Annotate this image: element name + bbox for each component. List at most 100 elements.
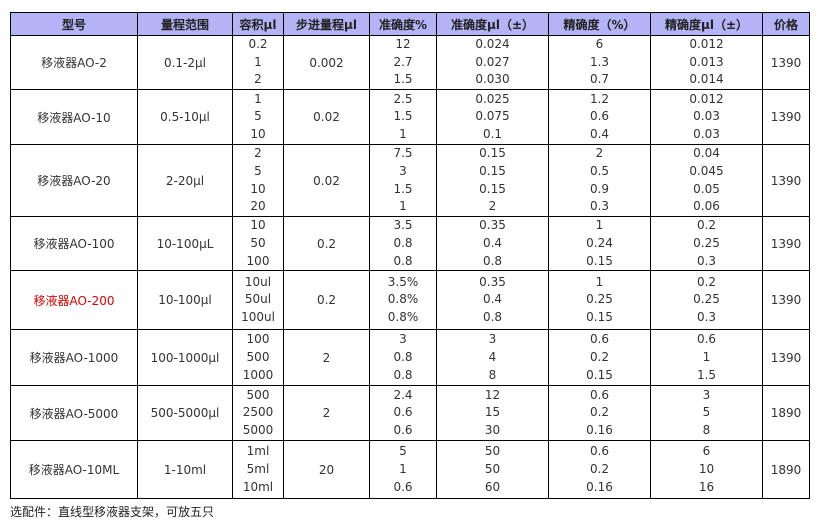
cell-value: 0.2 [589,349,610,364]
cell-value: 0.2 [248,37,268,51]
cell-value: 0.4 [482,235,503,250]
cell-value: 1.2 [589,91,610,106]
cell-value: 0.014 [689,72,724,87]
cell-value: 3 [488,332,497,347]
cell-step: 0.2 [283,216,370,272]
cell-value: 0.6 [393,405,413,420]
cell-value: 0.075 [475,109,510,124]
cell-range: 0.1-2μl [137,34,233,91]
cell-value: 1000 [242,367,274,382]
cell-value: 3.5 [393,218,413,233]
cell-acc-ul: 0.15 0.15 0.15 2 [436,144,549,218]
cell-value: 4 [488,349,497,364]
cell-model: 移液器AO-200 [10,270,138,331]
cell-value: 2.4 [393,387,413,402]
cell-value: 12 [484,387,501,402]
cell-value: 0.9 [589,181,610,196]
cell-value: 0.027 [475,54,510,69]
cell-value: 8 [702,423,711,438]
cell-value: 6 [702,444,711,459]
cell-value: 0.2 [696,274,717,289]
cell-value: 3 [399,332,407,347]
cell-acc-pct: 3.5 0.8 0.8 [369,216,437,272]
cell-prec-ul: 3 5 8 [650,385,763,442]
cell-value: 2.5 [393,91,413,106]
cell-prec-pct: 0.6 0.2 0.16 [548,385,651,442]
cell-value: 0.15 [479,181,506,196]
table-row: 移液器AO-1000 100-1000μl 100 500 1000 2 3 0.8 0.8 3 4… [10,329,810,387]
cell-value: 30 [484,423,501,438]
cell-value: 0.2 [589,461,610,476]
cell-prec-pct: 6 1.3 0.7 [548,34,651,91]
cell-value: 1 [399,126,407,141]
cell-value: 0.35 [479,218,506,233]
cell-volume: 1 5 10 [232,89,284,146]
cell-price: 1390 [762,89,810,146]
cell-value: 0.3 [696,253,717,268]
cell-value: 0.25 [693,292,720,307]
cell-value: 1 [595,218,604,233]
cell-step: 0.02 [283,89,370,146]
cell-value: 0.8 [393,235,413,250]
cell-prec-ul: 0.04 0.045 0.05 0.06 [650,144,763,218]
cell-value: 0.6 [393,423,413,438]
table-row: 移液器AO-5000 500-5000μl 500 2500 5000 2 2.4 0.6 0.… [10,385,810,442]
cell-step: 0.2 [283,270,370,331]
cell-value: 10 [250,126,266,141]
cell-acc-ul: 0.024 0.027 0.030 [436,34,549,91]
cell-prec-pct: 2 0.5 0.9 0.3 [548,144,651,218]
cell-acc-ul: 0.35 0.4 0.8 [436,216,549,272]
cell-value: 0.6 [589,109,610,124]
cell-value: 20 [250,199,266,214]
cell-value: 0.012 [689,37,724,51]
cell-prec-pct: 0.6 0.2 0.16 [548,440,651,500]
cell-value: 0.5 [589,163,610,178]
cell-volume: 500 2500 5000 [232,385,284,442]
cell-price: 1390 [762,144,810,218]
cell-value: 1 [399,199,407,214]
cell-value: 100 [246,332,270,347]
cell-acc-ul: 12 15 30 [436,385,549,442]
cell-value: 50ul [244,292,272,307]
column-header: 精确度μl（±） [650,12,763,36]
cell-step: 0.02 [283,144,370,218]
cell-value: 1 [254,91,262,106]
cell-value: 0.4 [482,292,503,307]
cell-prec-pct: 0.6 0.2 0.15 [548,329,651,387]
cell-value: 10ul [244,274,272,289]
cell-prec-ul: 0.012 0.03 0.03 [650,89,763,146]
cell-range: 1-10ml [137,440,233,500]
cell-value: 10 [250,181,266,196]
table-row: 移液器AO-2 0.1-2μl 0.2 1 2 0.002 12 2.7 1.5 0.024 0.0… [10,34,810,91]
cell-value: 0.8% [387,292,419,307]
cell-value: 0.25 [586,292,613,307]
cell-value: 3 [399,163,407,178]
cell-value: 50 [484,461,501,476]
cell-value: 0.8 [482,310,503,325]
cell-model: 移液器AO-10 [10,89,138,146]
cell-value: 100ul [241,310,275,325]
cell-value: 1.5 [696,367,717,382]
cell-value: 0.16 [586,423,613,438]
cell-model: 移液器AO-100 [10,216,138,272]
cell-price: 1390 [762,34,810,91]
cell-value: 0.24 [586,235,613,250]
cell-value: 60 [484,479,501,494]
cell-value: 0.8 [482,253,503,268]
cell-value: 0.8 [393,367,413,382]
cell-value: 0.15 [586,367,613,382]
cell-model: 移液器AO-20 [10,144,138,218]
cell-value: 2500 [242,405,274,420]
pipette-spec-table: 型号 量程范围 容积μl 步进量程μl 准确度% 准确度μl（±） 精确度（%） 精确度μl（… [10,12,810,500]
cell-value: 0.15 [479,146,506,161]
cell-price: 1390 [762,216,810,272]
cell-value: 5 [254,109,262,124]
cell-value: 0.35 [479,274,506,289]
cell-value: 0.25 [693,235,720,250]
cell-prec-ul: 0.012 0.013 0.014 [650,34,763,91]
cell-value: 0.030 [475,72,510,87]
cell-value: 1ml [246,444,270,459]
cell-volume: 100 500 1000 [232,329,284,387]
cell-value: 0.15 [586,310,613,325]
table-row: 移液器AO-10 0.5-10μl 1 5 10 0.02 2.5 1.5 1 0.025 0.07… [10,89,810,146]
